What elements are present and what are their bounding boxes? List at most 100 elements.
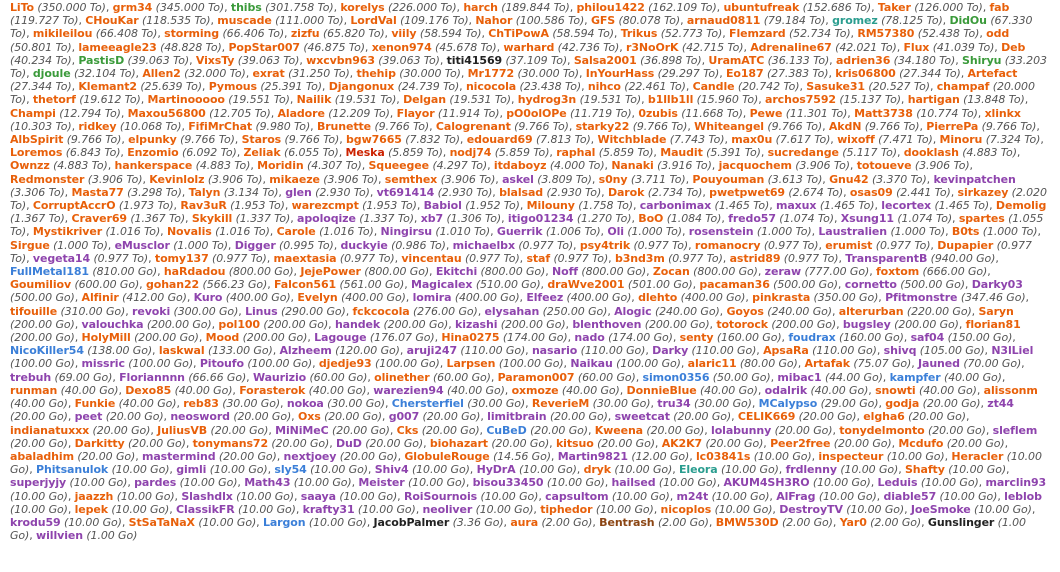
- user-link[interactable]: Math43: [244, 476, 291, 490]
- user-link[interactable]: Saryn: [978, 304, 1014, 318]
- user-link[interactable]: Larpsen: [446, 357, 496, 371]
- user-link[interactable]: Craver69: [71, 212, 127, 226]
- user-link[interactable]: oxmoze: [511, 383, 559, 397]
- user-link[interactable]: Talyn: [188, 185, 221, 199]
- user-link[interactable]: thehip: [356, 67, 396, 81]
- user-link[interactable]: xlinkx: [984, 106, 1021, 120]
- user-link[interactable]: DidOu: [949, 14, 987, 28]
- user-link[interactable]: indianatuxxx: [10, 423, 90, 437]
- user-link[interactable]: Shiryu: [962, 53, 1002, 67]
- user-link[interactable]: michaelbx: [452, 238, 515, 252]
- user-link[interactable]: dlehto: [638, 291, 678, 305]
- user-link[interactable]: Alzheem: [279, 344, 332, 358]
- user-link[interactable]: jaazzh: [74, 489, 114, 503]
- user-link[interactable]: Lagouge: [314, 331, 367, 345]
- user-link[interactable]: pardes: [134, 476, 177, 490]
- user-link[interactable]: xb7: [420, 212, 444, 226]
- user-link[interactable]: Laustralien: [818, 225, 888, 239]
- user-link[interactable]: Alfinir: [81, 291, 119, 305]
- user-link[interactable]: Nahor: [475, 14, 513, 28]
- user-link[interactable]: MCalypso: [758, 397, 818, 411]
- user-link[interactable]: Kevinlolz: [149, 172, 205, 186]
- user-link[interactable]: Witchblade: [597, 133, 667, 147]
- user-link[interactable]: neoliver: [422, 502, 473, 516]
- user-link[interactable]: Enzomio: [127, 146, 179, 160]
- user-link[interactable]: marclin93: [985, 476, 1047, 490]
- user-link[interactable]: Brunette: [316, 119, 372, 133]
- user-link[interactable]: pol100: [218, 317, 260, 331]
- user-link[interactable]: Peer2free: [770, 436, 831, 450]
- user-link[interactable]: Deb: [1001, 40, 1026, 54]
- user-link[interactable]: olinether: [374, 370, 430, 384]
- user-link[interactable]: semthex: [384, 172, 438, 186]
- user-link[interactable]: staf: [526, 251, 551, 265]
- user-link[interactable]: Nanaki: [611, 159, 654, 173]
- user-link[interactable]: CELIK669: [737, 410, 796, 424]
- user-link[interactable]: b1llb1ll: [647, 93, 694, 107]
- user-link[interactable]: ReverieM: [531, 397, 590, 411]
- user-link[interactable]: bugsley: [842, 317, 891, 331]
- user-link[interactable]: Masta77: [71, 185, 124, 199]
- user-link[interactable]: sirkazey: [957, 185, 1009, 199]
- user-link[interactable]: Milouny: [526, 199, 575, 213]
- user-link[interactable]: Ningirsu: [380, 225, 433, 239]
- user-link[interactable]: wixoff: [837, 133, 875, 147]
- user-link[interactable]: Novalis: [166, 225, 212, 239]
- user-link[interactable]: aura: [510, 515, 539, 529]
- user-link[interactable]: Carole: [276, 225, 316, 239]
- user-link[interactable]: kris06800: [835, 67, 896, 81]
- user-link[interactable]: m24t: [676, 489, 709, 503]
- user-link[interactable]: RM57380: [857, 27, 915, 41]
- user-link[interactable]: PastisD: [78, 53, 125, 67]
- user-link[interactable]: archos7592: [765, 93, 836, 107]
- user-link[interactable]: Artefact: [967, 67, 1018, 81]
- user-link[interactable]: lameeagle23: [78, 40, 157, 54]
- user-link[interactable]: Hina0275: [441, 331, 500, 345]
- user-link[interactable]: alterurban: [838, 304, 904, 318]
- user-link[interactable]: itdaboyz: [493, 159, 547, 173]
- user-link[interactable]: RoiSournois: [403, 489, 478, 503]
- user-link[interactable]: 0zubis: [638, 106, 678, 120]
- user-link[interactable]: GlobuleRouge: [404, 449, 490, 463]
- user-link[interactable]: Funkie: [74, 397, 116, 411]
- user-link[interactable]: JoeSmoke: [910, 502, 971, 516]
- user-link[interactable]: askel: [502, 172, 534, 186]
- user-link[interactable]: B0ts: [951, 225, 980, 239]
- user-link[interactable]: nextjoey: [283, 449, 337, 463]
- user-link[interactable]: Redmonster: [10, 172, 85, 186]
- user-link[interactable]: JacobPalmer: [373, 515, 450, 529]
- user-link[interactable]: PopStar007: [228, 40, 300, 54]
- user-link[interactable]: ridkey: [78, 119, 117, 133]
- user-link[interactable]: runman: [10, 383, 58, 397]
- user-link[interactable]: Pewe: [749, 106, 783, 120]
- user-link[interactable]: Maxou56800: [127, 106, 206, 120]
- user-link[interactable]: blalsad: [499, 185, 544, 199]
- user-link[interactable]: tiphedor: [540, 502, 593, 516]
- user-link[interactable]: romanocry: [694, 238, 761, 252]
- user-link[interactable]: nokoa: [286, 397, 324, 411]
- user-link[interactable]: neosword: [170, 410, 230, 424]
- user-link[interactable]: lomira: [412, 291, 452, 305]
- user-link[interactable]: pinkrasta: [752, 291, 811, 305]
- user-link[interactable]: haRdadou: [163, 265, 226, 279]
- user-link[interactable]: eMusclor: [114, 238, 170, 252]
- user-link[interactable]: hydrog3n: [517, 93, 577, 107]
- user-link[interactable]: UramATC: [708, 53, 765, 67]
- user-link[interactable]: Darkitty: [74, 436, 125, 450]
- user-link[interactable]: ApsaRa: [763, 344, 809, 358]
- user-link[interactable]: adrien36: [835, 53, 891, 67]
- user-link[interactable]: Taker: [877, 1, 911, 14]
- user-link[interactable]: StSaTaNaX: [128, 515, 195, 529]
- user-link[interactable]: Cks: [396, 423, 419, 437]
- user-link[interactable]: laskwal: [158, 344, 205, 358]
- user-link[interactable]: DonnieBlue: [626, 383, 697, 397]
- user-link[interactable]: Meister: [358, 476, 405, 490]
- user-link[interactable]: carbonimax: [639, 199, 712, 213]
- user-link[interactable]: osas09: [849, 185, 893, 199]
- user-link[interactable]: Oxs: [297, 410, 321, 424]
- user-link[interactable]: BoO: [638, 212, 664, 226]
- user-link[interactable]: Pymous: [208, 80, 257, 94]
- user-link[interactable]: alissonm: [983, 383, 1038, 397]
- user-link[interactable]: draWve2001: [547, 278, 625, 292]
- user-link[interactable]: Floriannnn: [119, 370, 185, 384]
